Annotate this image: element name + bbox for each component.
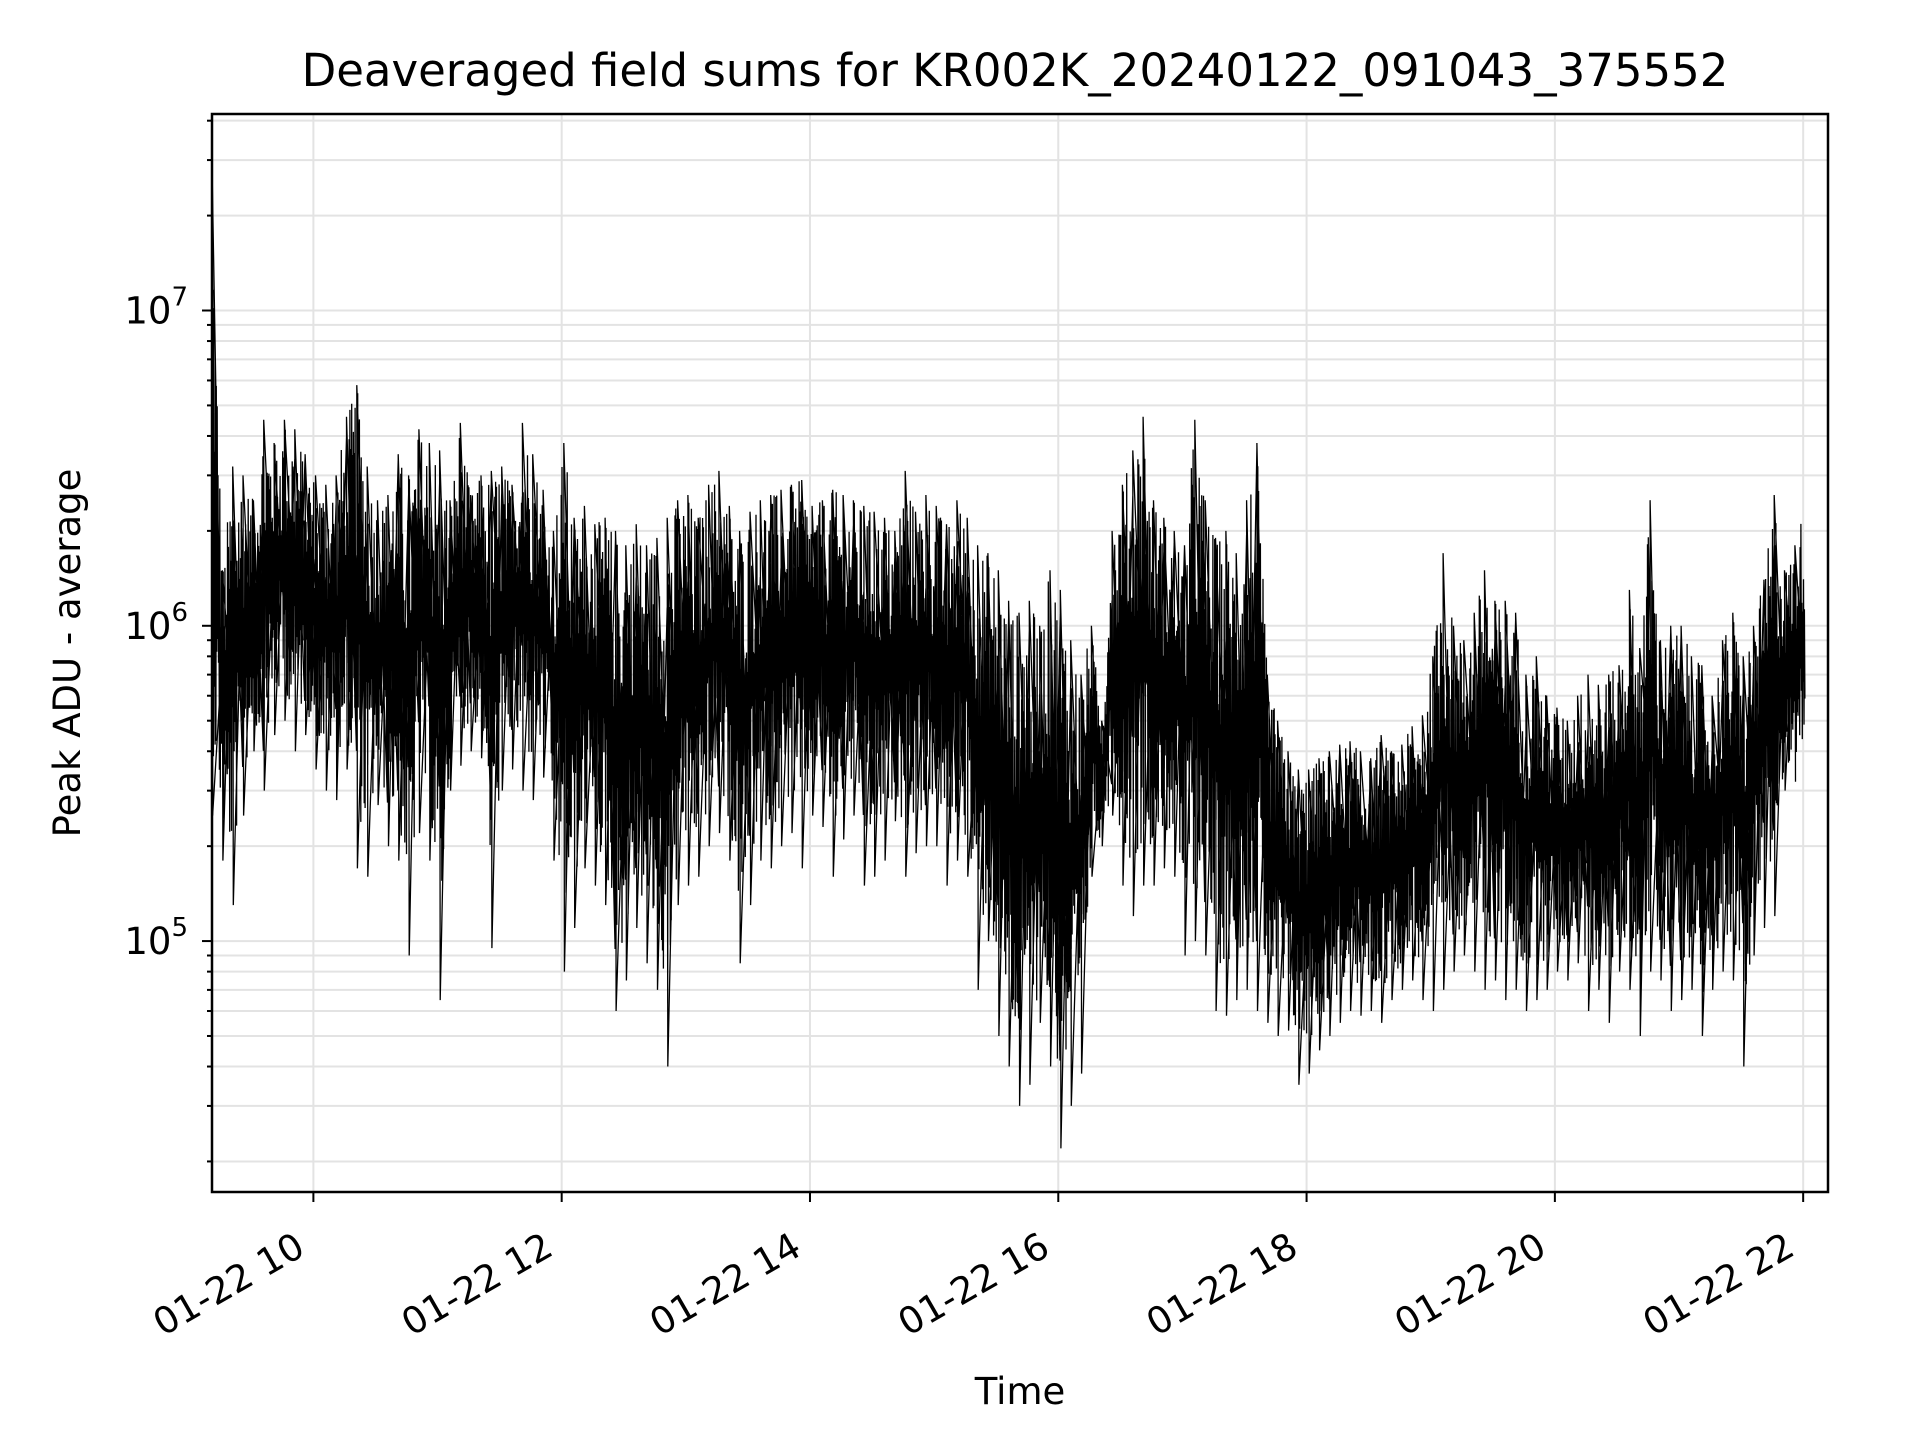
y-tick-label: 105 xyxy=(124,913,188,963)
series-line xyxy=(211,164,1806,1149)
data-series xyxy=(211,164,1806,1149)
x-axis-label: Time xyxy=(974,1370,1066,1413)
y-tick-label: 107 xyxy=(124,283,188,333)
y-tick-label: 106 xyxy=(124,598,188,648)
plot-frame xyxy=(210,112,1830,1194)
y-axis-label: Peak ADU - average xyxy=(46,469,89,838)
chart-title: Deaveraged field sums for KR002K_2024012… xyxy=(302,44,1729,97)
